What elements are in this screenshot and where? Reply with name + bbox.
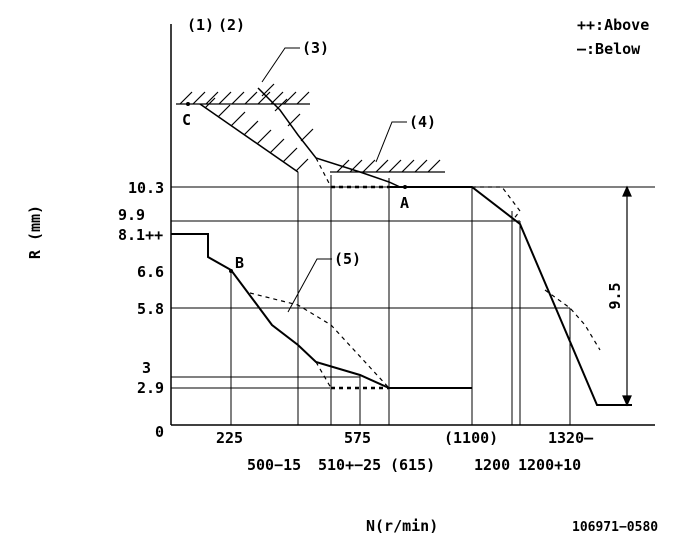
point-a: A [400, 194, 409, 212]
y-tick-6-6: 6.6 [137, 263, 164, 281]
dashed-curves [249, 157, 601, 390]
x-tick-510: 510+−25 [318, 456, 381, 474]
legend-below: —:Below [577, 40, 641, 58]
x-tick-575: 575 [344, 429, 371, 447]
x-axis-label: N(r/min) [366, 517, 438, 535]
y-tick-3: 3 [142, 359, 151, 377]
x-tick-1100: (1100) [444, 429, 498, 447]
origin-label: 0 [155, 423, 164, 441]
x-tick-1320: 1320— [548, 429, 594, 447]
y-tick-2-9: 2.9 [137, 379, 164, 397]
y-axis-label: R (mm) [26, 205, 44, 259]
x-tick-225: 225 [216, 429, 243, 447]
dimension-label: 9.5 [606, 282, 624, 309]
x-tick-500: 500−15 [247, 456, 301, 474]
dimension-arrow [622, 185, 632, 407]
upper-curves [171, 87, 632, 406]
callout-4: (4) [409, 113, 436, 131]
callout-5: (5) [334, 250, 361, 268]
x-tick-615: (615) [390, 456, 435, 474]
y-tick-8-1: 8.1++ [118, 226, 163, 244]
reference-points [186, 102, 407, 273]
callout-leaders [261, 47, 407, 313]
y-tick-9-9: 9.9 [118, 206, 145, 224]
callout-3: (3) [302, 39, 329, 57]
drawing-number: 106971−0580 [572, 520, 658, 535]
hatched-stopper [176, 83, 445, 173]
x-tick-1200: 1200 [474, 456, 510, 474]
y-tick-10-3: 10.3 [128, 179, 164, 197]
point-c: C [182, 111, 191, 129]
ref-2: (2) [218, 16, 245, 34]
legend-above: ++:Above [577, 16, 649, 34]
x-tick-1200-10: 1200+10 [518, 456, 581, 474]
vertical-reference-lines [230, 172, 571, 425]
ref-1: (1) [187, 16, 214, 34]
y-tick-5-8: 5.8 [137, 300, 164, 318]
point-b: B [235, 254, 244, 272]
